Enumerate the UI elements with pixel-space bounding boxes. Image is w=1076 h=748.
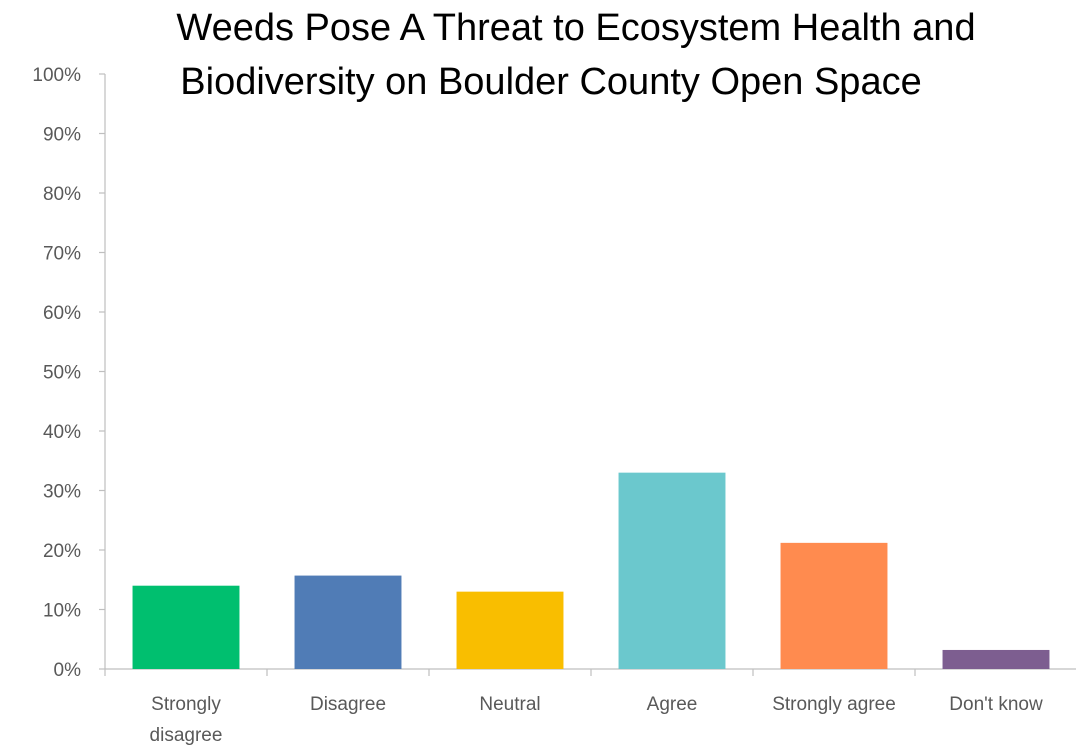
y-tick-label: 90% <box>43 125 81 146</box>
y-tick-label: 30% <box>43 482 81 503</box>
y-tick-label: 0% <box>54 660 82 681</box>
y-tick-label: 50% <box>43 363 81 384</box>
bar <box>294 575 402 669</box>
y-tick-label: 40% <box>43 422 81 443</box>
y-axis: 0% 10% 20% 30% 40% 50% 60% 70% 80% 90% 100% <box>32 65 106 681</box>
bar <box>942 649 1050 669</box>
x-tick-label: Strongly disagree <box>150 694 223 746</box>
x-tick-label: Strongly agree <box>772 694 896 715</box>
y-tick-label: 70% <box>43 244 81 265</box>
y-tick-label: 60% <box>43 303 81 324</box>
y-tick-label: 20% <box>43 541 81 562</box>
chart-title-line-1: Weeds Pose A Threat to Ecosystem Health … <box>176 7 975 49</box>
bar <box>780 542 888 669</box>
bars-group <box>132 472 1050 669</box>
x-tick-label: Don't know <box>949 694 1043 715</box>
x-tick-label: Neutral <box>479 694 540 715</box>
y-tick-label: 80% <box>43 184 81 205</box>
x-tick-label: Disagree <box>310 694 386 715</box>
bar <box>132 585 240 669</box>
x-axis: Strongly disagree Disagree Neutral Agree Stro… <box>104 668 1076 746</box>
chart-title: Weeds Pose A Threat to Ecosystem Health … <box>176 7 975 103</box>
bar <box>456 591 564 669</box>
y-tick-label: 100% <box>32 65 81 86</box>
bar <box>618 472 726 669</box>
x-tick-label: Agree <box>647 694 698 715</box>
chart-title-line-2: Biodiversity on Boulder County Open Spac… <box>180 61 921 103</box>
y-tick-label: 10% <box>43 601 81 622</box>
